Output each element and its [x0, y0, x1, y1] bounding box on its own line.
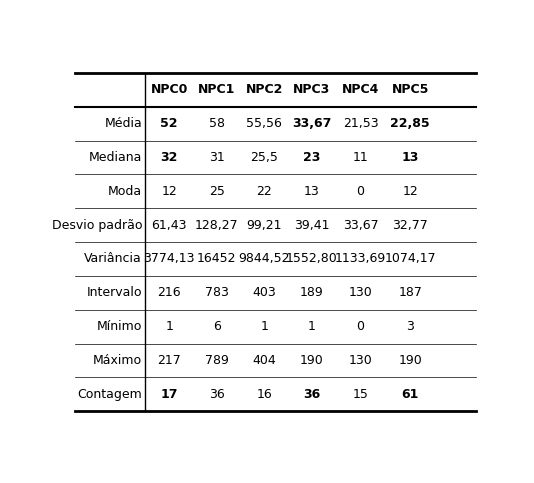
Text: 16452: 16452 [197, 253, 237, 266]
Text: 3774,13: 3774,13 [144, 253, 195, 266]
Text: 130: 130 [349, 354, 372, 367]
Text: Contagem: Contagem [77, 388, 142, 401]
Text: 12: 12 [161, 185, 177, 198]
Text: 9844,52: 9844,52 [239, 253, 290, 266]
Text: 0: 0 [357, 185, 365, 198]
Text: 16: 16 [256, 388, 272, 401]
Text: 22,85: 22,85 [390, 117, 430, 130]
Text: Mínimo: Mínimo [97, 320, 142, 333]
Text: NPC3: NPC3 [293, 83, 331, 96]
Text: 404: 404 [253, 354, 276, 367]
Text: 403: 403 [253, 286, 276, 299]
Text: 17: 17 [160, 388, 178, 401]
Text: Média: Média [104, 117, 142, 130]
Text: 11: 11 [353, 151, 368, 164]
Text: 36: 36 [303, 388, 320, 401]
Text: 6: 6 [213, 320, 221, 333]
Text: 52: 52 [160, 117, 178, 130]
Text: 13: 13 [402, 151, 419, 164]
Text: 99,21: 99,21 [247, 219, 282, 232]
Text: 32,77: 32,77 [392, 219, 428, 232]
Text: NPC2: NPC2 [246, 83, 283, 96]
Text: 25: 25 [209, 185, 225, 198]
Text: 0: 0 [357, 320, 365, 333]
Text: 190: 190 [398, 354, 422, 367]
Text: 61: 61 [402, 388, 419, 401]
Text: 1133,69: 1133,69 [335, 253, 386, 266]
Text: Máximo: Máximo [93, 354, 142, 367]
Text: 33,67: 33,67 [343, 219, 379, 232]
Text: Moda: Moda [108, 185, 142, 198]
Text: 130: 130 [349, 286, 372, 299]
Text: Intervalo: Intervalo [87, 286, 142, 299]
Text: 55,56: 55,56 [246, 117, 282, 130]
Text: 1: 1 [261, 320, 268, 333]
Text: NPC0: NPC0 [151, 83, 188, 96]
Text: 21,53: 21,53 [343, 117, 379, 130]
Text: 31: 31 [209, 151, 225, 164]
Text: 1074,17: 1074,17 [384, 253, 436, 266]
Text: NPC5: NPC5 [391, 83, 429, 96]
Text: 190: 190 [300, 354, 324, 367]
Text: 22: 22 [256, 185, 272, 198]
Text: 1: 1 [308, 320, 316, 333]
Text: 3: 3 [406, 320, 414, 333]
Text: 783: 783 [205, 286, 229, 299]
Text: 15: 15 [352, 388, 368, 401]
Text: NPC4: NPC4 [342, 83, 379, 96]
Text: 23: 23 [303, 151, 320, 164]
Text: 216: 216 [158, 286, 181, 299]
Text: Desvio padrão: Desvio padrão [52, 219, 142, 232]
Text: 32: 32 [161, 151, 178, 164]
Text: 187: 187 [398, 286, 422, 299]
Text: 36: 36 [209, 388, 225, 401]
Text: 189: 189 [300, 286, 324, 299]
Text: 58: 58 [209, 117, 225, 130]
Text: 128,27: 128,27 [195, 219, 239, 232]
Text: Variância: Variância [84, 253, 142, 266]
Text: 789: 789 [205, 354, 229, 367]
Text: 217: 217 [158, 354, 181, 367]
Text: 1: 1 [165, 320, 173, 333]
Text: NPC1: NPC1 [198, 83, 235, 96]
Text: 12: 12 [403, 185, 418, 198]
Text: 33,67: 33,67 [292, 117, 332, 130]
Text: 1552,80: 1552,80 [286, 253, 338, 266]
Text: 13: 13 [304, 185, 320, 198]
Text: 25,5: 25,5 [250, 151, 278, 164]
Text: 61,43: 61,43 [152, 219, 187, 232]
Text: Mediana: Mediana [89, 151, 142, 164]
Text: 39,41: 39,41 [294, 219, 329, 232]
